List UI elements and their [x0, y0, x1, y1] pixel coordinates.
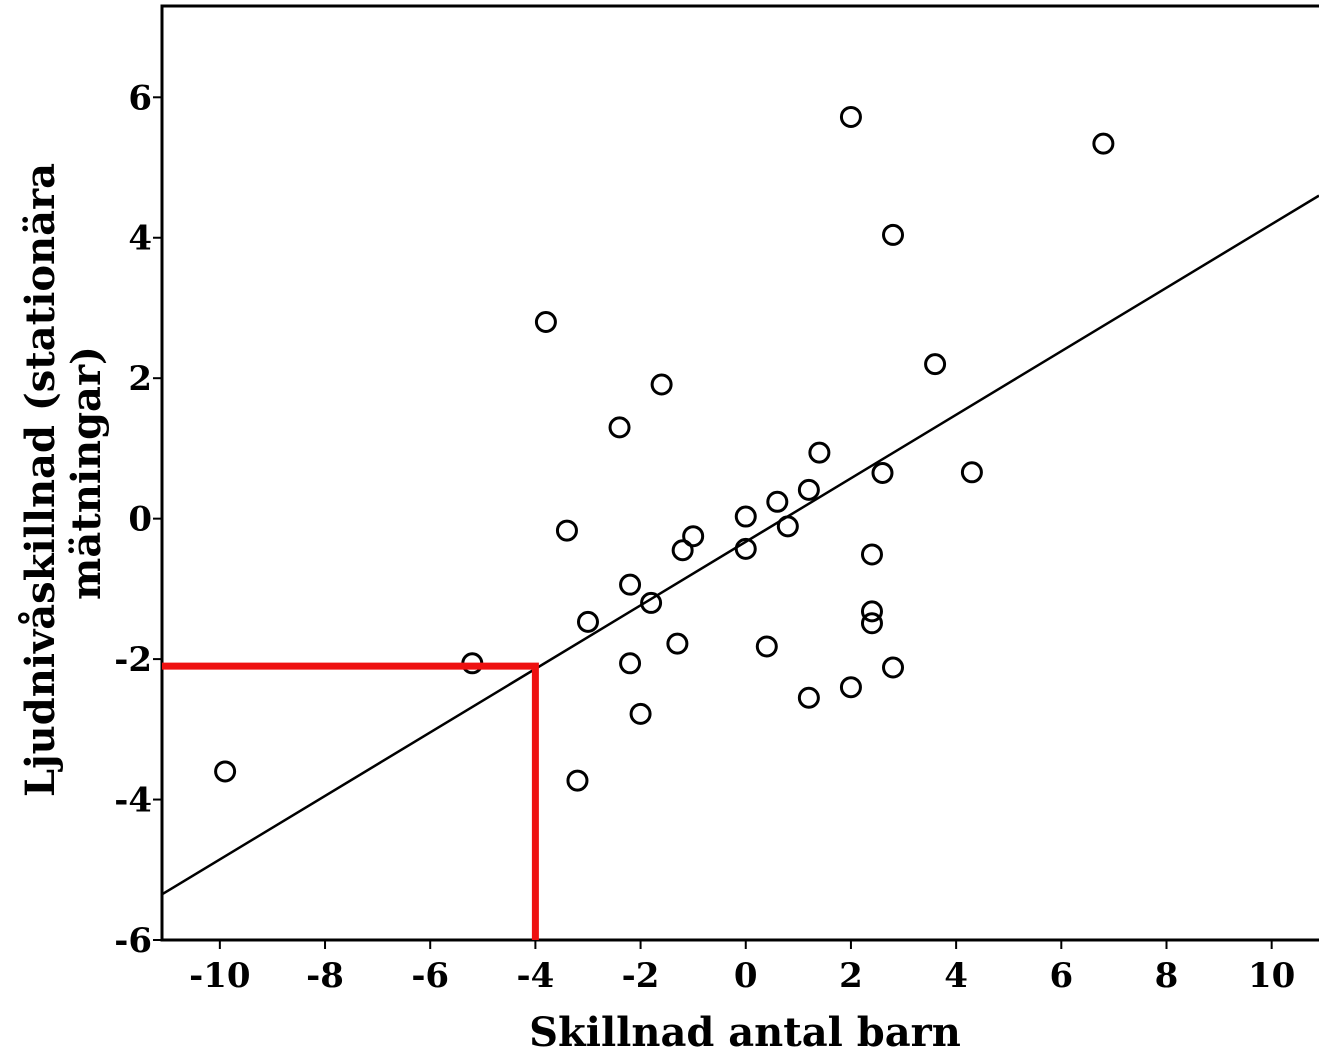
regression-line-group [161, 194, 1319, 896]
data-point [671, 539, 694, 562]
y-tick-label: 0 [128, 500, 152, 540]
x-tick-label: 2 [839, 956, 863, 996]
x-tick-label: -4 [517, 956, 555, 996]
data-point [860, 612, 883, 635]
x-tick-label: -2 [622, 956, 660, 996]
data-point [734, 537, 757, 560]
data-point [619, 573, 642, 596]
x-tick-label: -8 [306, 956, 344, 996]
data-point [666, 632, 689, 655]
data-point [619, 652, 642, 675]
highlight-reference-line [162, 662, 539, 940]
data-point [566, 769, 589, 792]
data-point [797, 478, 820, 501]
data-point [808, 441, 831, 464]
data-point [608, 416, 631, 439]
data-point [766, 490, 789, 513]
data-point [555, 519, 578, 542]
data-point [1092, 132, 1115, 155]
data-point [797, 686, 820, 709]
data-point [776, 515, 799, 538]
data-point [839, 676, 862, 699]
data-point [629, 702, 652, 725]
data-point [871, 462, 894, 484]
y-axis-ticks: -6 -4 -2 0 2 4 6 [114, 78, 162, 961]
x-tick-label: 8 [1155, 956, 1179, 996]
data-point [924, 353, 947, 376]
data-point [882, 223, 905, 246]
data-point [734, 505, 757, 528]
y-tick-label: 6 [128, 78, 152, 118]
data-point [960, 461, 983, 484]
x-tick-label: 6 [1049, 956, 1073, 996]
x-tick-label: -10 [189, 956, 250, 996]
y-axis-label: Ljudnivåskillnad (stationära mätningar) [17, 149, 110, 797]
y-tick-label: -2 [114, 640, 152, 680]
data-point [682, 525, 705, 548]
y-axis-label-line-1: Ljudnivåskillnad (stationära [17, 163, 64, 797]
data-point [214, 760, 237, 783]
regression-line [161, 194, 1319, 896]
x-tick-label: 10 [1248, 956, 1295, 996]
x-tick-label: 0 [734, 956, 758, 996]
data-point [755, 635, 778, 658]
y-tick-label: -6 [114, 921, 152, 961]
y-tick-label: -4 [114, 781, 152, 821]
data-point [534, 311, 557, 334]
data-point [640, 591, 663, 614]
data-point [882, 656, 905, 679]
y-axis-label-line-2: mätningar) [63, 346, 110, 600]
x-tick-label: 4 [944, 956, 968, 996]
data-point [860, 543, 883, 566]
y-tick-label: 2 [128, 359, 152, 399]
highlight-group [162, 662, 539, 940]
x-tick-label: -6 [411, 956, 449, 996]
data-point [650, 373, 673, 396]
y-tick-label: 4 [128, 219, 152, 259]
x-axis-ticks: -10 -8 -6 -4 -2 0 2 4 6 8 10 [189, 940, 1295, 996]
data-point [860, 600, 883, 623]
x-axis-label: Skillnad antal barn [529, 1009, 961, 1055]
plot-frame [160, 4, 1319, 942]
data-point [839, 105, 862, 128]
data-point [576, 610, 599, 633]
data-points [214, 105, 1115, 792]
